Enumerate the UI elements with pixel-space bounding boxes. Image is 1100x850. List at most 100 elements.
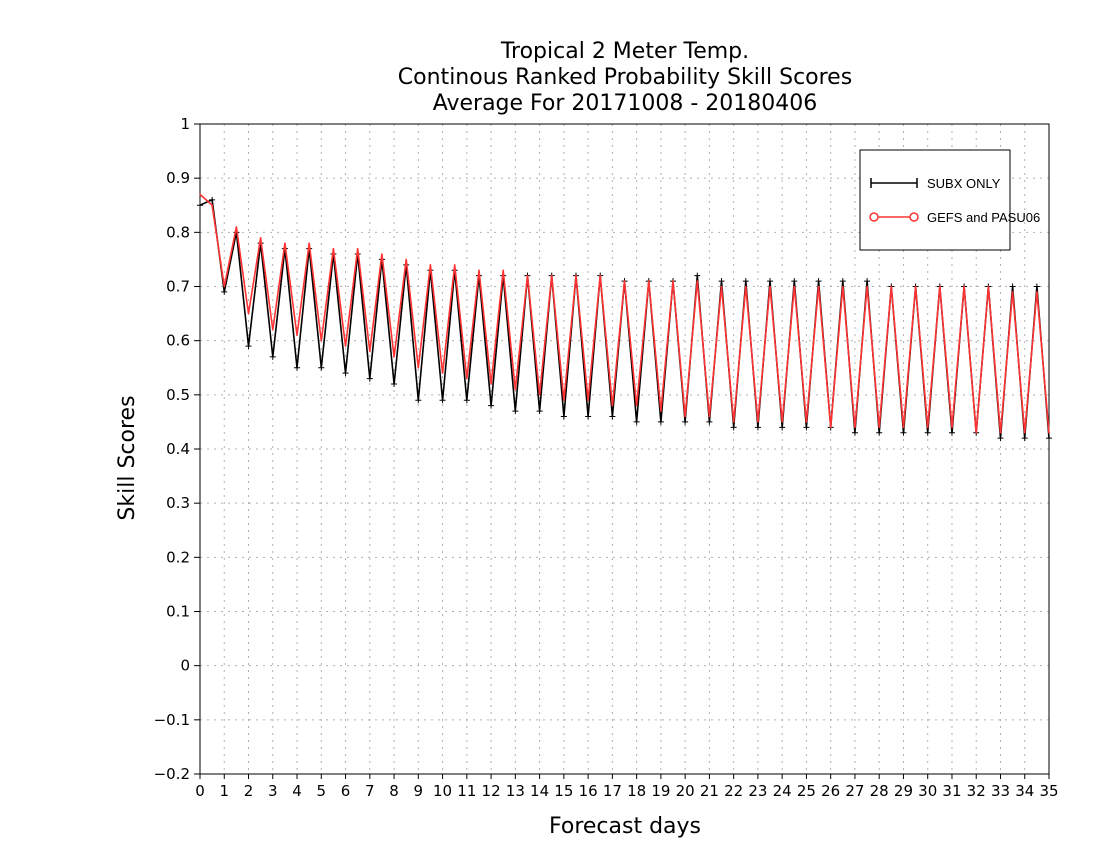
data-point-subx	[633, 418, 640, 425]
data-point-gefs	[647, 280, 650, 282]
data-point-subx	[463, 397, 470, 404]
x-tick-label: 20	[676, 782, 695, 800]
data-point-gefs	[356, 247, 359, 250]
data-point-gefs	[199, 193, 201, 196]
data-point-subx	[779, 424, 786, 431]
x-tick-label: 8	[389, 782, 399, 800]
data-point-gefs	[1036, 291, 1038, 293]
x-axis: 0 1 2 3 4 5 6 7 8 9 10 11 12 13 14 15 16 17 18 19 20 21 22 23 24…	[195, 774, 1059, 800]
data-point-gefs	[490, 383, 492, 385]
data-point-subx	[876, 429, 883, 436]
data-point-gefs	[417, 366, 420, 369]
data-point-gefs	[369, 350, 371, 353]
x-tick-label: 6	[341, 782, 351, 800]
x-tick-label: 24	[773, 782, 792, 800]
data-point-subx	[682, 418, 689, 425]
y-axis: −0.2 −0.1 0 0.1 0.2 0.3 0.4 0.5 0.6 0.7 0.8 0.9 1	[154, 115, 200, 783]
legend-marker-subx	[870, 178, 918, 188]
x-tick-label: 21	[700, 782, 719, 800]
legend-marker-gefs-left	[869, 212, 879, 222]
legend-box	[859, 149, 1011, 251]
data-point-subx	[366, 375, 373, 382]
legend: SUBX ONLY GEFS and PASU06	[859, 149, 1040, 251]
data-point-subx	[342, 370, 349, 377]
data-point-subx	[294, 364, 301, 371]
x-tick-label: 34	[1015, 782, 1034, 800]
data-point-gefs	[247, 312, 250, 315]
data-point-gefs	[514, 388, 517, 391]
data-point-subx	[1033, 283, 1040, 290]
data-point-gefs	[466, 377, 468, 380]
data-point-gefs	[660, 410, 662, 412]
data-point-gefs	[259, 236, 262, 239]
series-lines	[197, 193, 1052, 442]
data-point-subx	[1021, 435, 1028, 442]
data-point-gefs	[951, 426, 953, 429]
data-point-subx	[924, 429, 931, 436]
data-point-subx	[997, 435, 1004, 442]
data-point-subx	[585, 413, 592, 420]
data-point-subx	[391, 381, 398, 387]
x-tick-label: 18	[627, 782, 646, 800]
data-point-subx	[706, 418, 713, 425]
data-point-subx	[900, 429, 907, 436]
data-point-gefs	[926, 426, 929, 429]
data-point-subx	[657, 418, 664, 425]
data-point-gefs	[720, 285, 723, 288]
data-point-subx	[439, 397, 446, 404]
data-point-gefs	[878, 426, 880, 429]
x-tick-label: 2	[244, 782, 254, 800]
x-tick-label: 10	[433, 782, 452, 800]
legend-label-gefs: GEFS and PASU06	[927, 210, 1040, 225]
data-point-gefs	[672, 280, 674, 282]
data-point-subx	[560, 413, 567, 420]
data-point-gefs	[987, 285, 990, 288]
data-point-subx	[536, 408, 543, 415]
x-tick-label: 23	[748, 782, 767, 800]
data-point-subx	[488, 402, 495, 409]
data-point-gefs	[914, 285, 917, 288]
data-point-gefs	[393, 356, 395, 358]
data-point-gefs	[332, 247, 335, 250]
x-tick-label: 9	[414, 782, 424, 800]
chart-title-line-2: Continous Ranked Probability Skill Score…	[398, 65, 852, 90]
x-tick-label: 3	[268, 782, 278, 800]
data-point-gefs	[296, 334, 298, 337]
y-tick-label: 0.3	[166, 494, 190, 512]
y-tick-label: −0.2	[154, 765, 190, 783]
data-point-gefs	[902, 426, 905, 429]
data-point-subx	[948, 429, 955, 436]
data-point-gefs	[999, 431, 1002, 434]
data-point-gefs	[381, 253, 383, 255]
y-tick-label: 0.6	[166, 332, 190, 350]
x-tick-label: 17	[603, 782, 622, 800]
data-point-subx	[512, 408, 519, 415]
data-point-subx	[718, 278, 725, 285]
data-point-subx	[730, 424, 737, 431]
data-point-gefs	[441, 372, 444, 374]
data-point-gefs	[563, 399, 565, 402]
x-tick-label: 0	[195, 782, 205, 800]
data-point-gefs	[526, 274, 529, 277]
data-point-gefs	[696, 280, 699, 282]
data-point-subx	[245, 343, 252, 350]
x-tick-label: 25	[797, 782, 816, 800]
data-point-gefs	[623, 280, 626, 282]
data-point-subx	[1046, 435, 1052, 442]
y-axis-label: Skill Scores	[115, 395, 140, 520]
data-point-gefs	[793, 285, 796, 288]
data-point-gefs	[963, 285, 965, 288]
y-tick-label: −0.1	[154, 711, 190, 729]
data-point-gefs	[478, 269, 480, 272]
data-point-gefs	[732, 421, 735, 423]
data-point-gefs	[429, 264, 432, 266]
data-point-subx	[864, 278, 871, 285]
chart-title: Tropical 2 Meter Temp. Continous Ranked …	[398, 39, 852, 116]
x-tick-label: 33	[991, 782, 1010, 800]
data-point-gefs	[223, 285, 226, 288]
data-point-gefs	[211, 204, 213, 207]
data-point-gefs	[635, 404, 638, 407]
data-point-gefs	[405, 258, 407, 261]
x-tick-label: 35	[1039, 782, 1058, 800]
